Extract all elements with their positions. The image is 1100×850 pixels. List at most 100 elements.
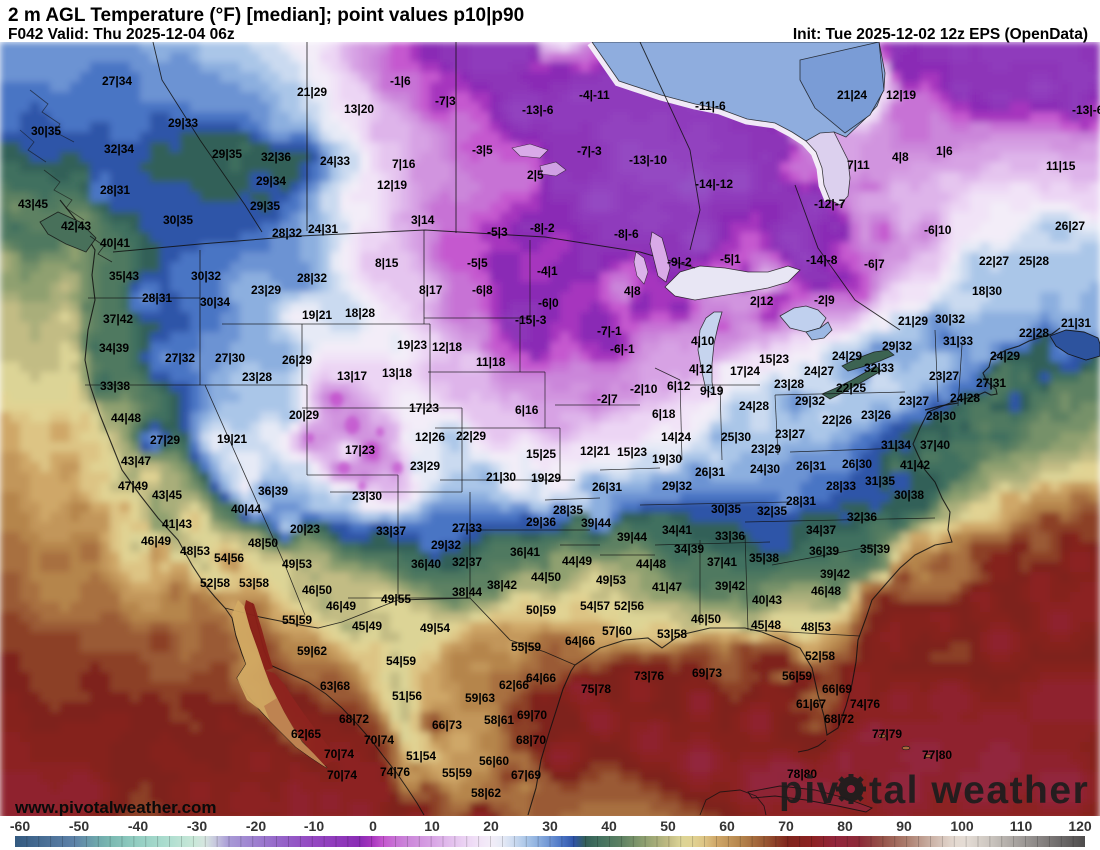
svg-text:28|30: 28|30 bbox=[926, 409, 956, 423]
svg-text:25|28: 25|28 bbox=[1019, 254, 1049, 268]
svg-text:42|43: 42|43 bbox=[61, 219, 91, 233]
svg-text:64|66: 64|66 bbox=[565, 634, 595, 648]
svg-text:28|32: 28|32 bbox=[272, 226, 302, 240]
svg-text:33|36: 33|36 bbox=[715, 529, 745, 543]
svg-text:9|19: 9|19 bbox=[700, 384, 724, 398]
svg-text:36|39: 36|39 bbox=[258, 484, 288, 498]
svg-text:28|33: 28|33 bbox=[826, 479, 856, 493]
svg-text:39|42: 39|42 bbox=[715, 579, 745, 593]
svg-text:-10: -10 bbox=[304, 818, 324, 834]
svg-text:68|72: 68|72 bbox=[339, 712, 369, 726]
svg-text:-4|-11: -4|-11 bbox=[579, 88, 610, 102]
svg-text:23|27: 23|27 bbox=[899, 394, 929, 408]
svg-text:-14|-8: -14|-8 bbox=[806, 253, 838, 267]
svg-text:13|17: 13|17 bbox=[337, 369, 367, 383]
svg-text:40|44: 40|44 bbox=[231, 502, 261, 516]
svg-text:18|30: 18|30 bbox=[972, 284, 1002, 298]
svg-text:-6|8: -6|8 bbox=[472, 283, 493, 297]
svg-text:43|45: 43|45 bbox=[152, 488, 182, 502]
svg-text:32|36: 32|36 bbox=[261, 150, 291, 164]
svg-text:29|32: 29|32 bbox=[662, 479, 692, 493]
svg-text:-2|10: -2|10 bbox=[630, 382, 658, 396]
svg-text:19|23: 19|23 bbox=[397, 338, 427, 352]
svg-text:23|29: 23|29 bbox=[410, 459, 440, 473]
svg-text:28|31: 28|31 bbox=[786, 494, 816, 508]
svg-text:30|32: 30|32 bbox=[191, 269, 221, 283]
svg-text:48|53: 48|53 bbox=[180, 544, 210, 558]
svg-text:26|29: 26|29 bbox=[282, 353, 312, 367]
svg-text:27|29: 27|29 bbox=[150, 433, 180, 447]
svg-text:12|26: 12|26 bbox=[415, 430, 445, 444]
svg-text:18|28: 18|28 bbox=[345, 306, 375, 320]
svg-text:27|30: 27|30 bbox=[215, 351, 245, 365]
svg-text:49|53: 49|53 bbox=[596, 573, 626, 587]
svg-text:6|18: 6|18 bbox=[652, 407, 676, 421]
svg-text:49|54: 49|54 bbox=[420, 621, 450, 635]
svg-text:29|35: 29|35 bbox=[250, 199, 280, 213]
svg-text:51|56: 51|56 bbox=[392, 689, 422, 703]
svg-text:53|58: 53|58 bbox=[239, 576, 269, 590]
svg-text:70|74: 70|74 bbox=[327, 768, 357, 782]
svg-text:3|14: 3|14 bbox=[411, 213, 435, 227]
svg-text:34|39: 34|39 bbox=[99, 341, 129, 355]
svg-text:48|50: 48|50 bbox=[248, 536, 278, 550]
svg-text:-5|1: -5|1 bbox=[720, 252, 741, 266]
svg-text:30|35: 30|35 bbox=[163, 213, 193, 227]
svg-text:77|80: 77|80 bbox=[922, 748, 952, 762]
svg-text:-13|-10: -13|-10 bbox=[629, 153, 667, 167]
svg-text:64|66: 64|66 bbox=[526, 671, 556, 685]
svg-text:15|23: 15|23 bbox=[617, 445, 647, 459]
svg-text:100: 100 bbox=[950, 818, 974, 834]
svg-text:34|39: 34|39 bbox=[674, 542, 704, 556]
svg-text:-20: -20 bbox=[246, 818, 266, 834]
svg-text:41|42: 41|42 bbox=[900, 458, 930, 472]
svg-text:36|39: 36|39 bbox=[809, 544, 839, 558]
svg-text:20: 20 bbox=[483, 818, 499, 834]
svg-text:25|30: 25|30 bbox=[721, 430, 751, 444]
svg-text:-2|9: -2|9 bbox=[814, 293, 835, 307]
svg-text:67|69: 67|69 bbox=[511, 768, 541, 782]
svg-text:39|44: 39|44 bbox=[581, 516, 611, 530]
svg-text:24|31: 24|31 bbox=[308, 222, 338, 236]
svg-text:-2|7: -2|7 bbox=[597, 392, 618, 406]
svg-text:21|29: 21|29 bbox=[297, 85, 327, 99]
svg-text:55|59: 55|59 bbox=[282, 613, 312, 627]
svg-text:55|59: 55|59 bbox=[442, 766, 472, 780]
svg-text:38|42: 38|42 bbox=[487, 578, 517, 592]
svg-text:52|56: 52|56 bbox=[614, 599, 644, 613]
svg-text:4|8: 4|8 bbox=[892, 150, 909, 164]
svg-text:26|31: 26|31 bbox=[592, 480, 622, 494]
svg-text:73|76: 73|76 bbox=[634, 669, 664, 683]
svg-text:56|59: 56|59 bbox=[782, 669, 812, 683]
svg-text:46|48: 46|48 bbox=[811, 584, 841, 598]
svg-text:17|24: 17|24 bbox=[730, 364, 760, 378]
svg-text:38|44: 38|44 bbox=[452, 585, 482, 599]
svg-text:F042 Valid: Thu 2025-12-04 06z: F042 Valid: Thu 2025-12-04 06z bbox=[8, 26, 235, 43]
svg-text:-13|-6: -13|-6 bbox=[1072, 103, 1100, 117]
svg-text:17|23: 17|23 bbox=[345, 443, 375, 457]
svg-text:120: 120 bbox=[1068, 818, 1092, 834]
svg-text:54|57: 54|57 bbox=[580, 599, 610, 613]
svg-text:-60: -60 bbox=[10, 818, 30, 834]
svg-text:20|23: 20|23 bbox=[290, 522, 320, 536]
svg-text:62|65: 62|65 bbox=[291, 727, 321, 741]
svg-text:45|49: 45|49 bbox=[352, 619, 382, 633]
svg-text:1|6: 1|6 bbox=[936, 144, 953, 158]
svg-text:23|29: 23|29 bbox=[251, 283, 281, 297]
svg-text:41|43: 41|43 bbox=[162, 517, 192, 531]
svg-text:-7|-3: -7|-3 bbox=[577, 144, 602, 158]
svg-text:110: 110 bbox=[1010, 818, 1033, 834]
svg-text:15|25: 15|25 bbox=[526, 447, 556, 461]
svg-text:23|28: 23|28 bbox=[242, 370, 272, 384]
svg-text:21|24: 21|24 bbox=[837, 88, 867, 102]
svg-text:19|30: 19|30 bbox=[652, 452, 682, 466]
svg-text:10: 10 bbox=[424, 818, 440, 834]
svg-text:33|37: 33|37 bbox=[376, 524, 406, 538]
svg-text:61|67: 61|67 bbox=[796, 697, 826, 711]
svg-text:27|32: 27|32 bbox=[165, 351, 195, 365]
svg-text:62|66: 62|66 bbox=[499, 678, 529, 692]
svg-text:tal weather: tal weather bbox=[869, 769, 1089, 812]
svg-text:12|19: 12|19 bbox=[377, 178, 407, 192]
svg-text:69|70: 69|70 bbox=[517, 708, 547, 722]
svg-text:37|41: 37|41 bbox=[707, 555, 737, 569]
